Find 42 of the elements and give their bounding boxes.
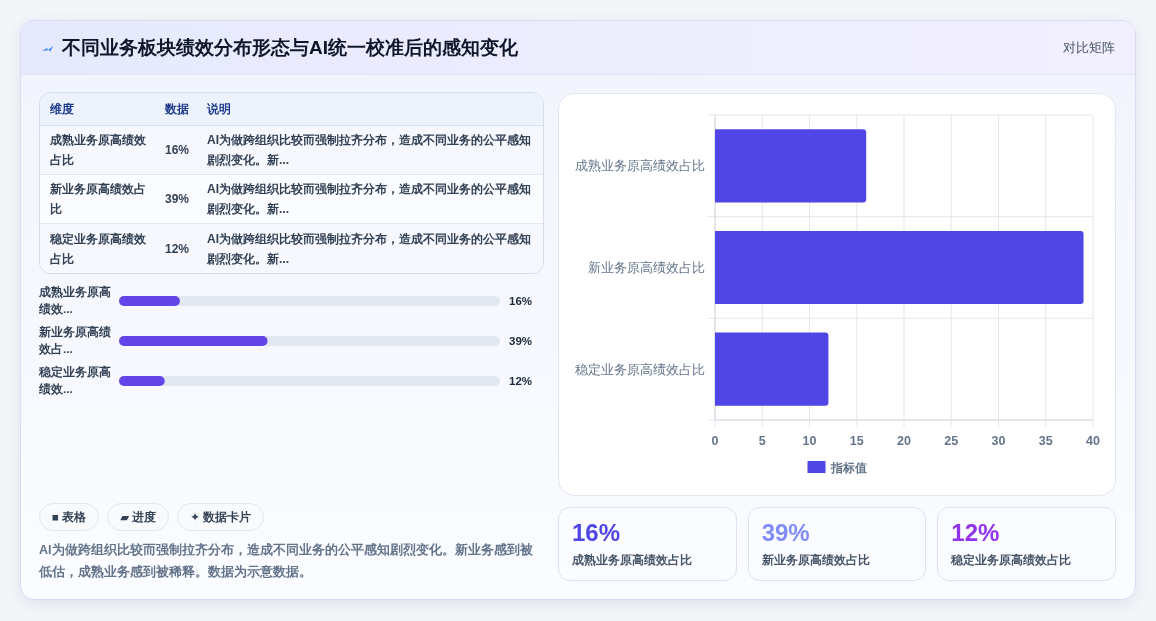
x-tick-label: 15 xyxy=(849,434,864,448)
text: 39% xyxy=(761,519,810,546)
text: 维度 xyxy=(50,101,74,118)
text: AI为做跨组织比较而强制拉齐分布，造成不同业务的公平感知剧烈变化。新业务感到被低估，成熟业务感到被稀释。数据为示意数据。 xyxy=(39,542,534,581)
x-tick-label: 5 xyxy=(758,434,766,448)
x-tick-label: 25 xyxy=(944,434,959,448)
y-tick-label: 新业务原高绩效占... xyxy=(39,324,112,357)
text: 16% xyxy=(165,143,190,157)
category-label: 说明 xyxy=(207,101,231,118)
x-tick-label: 20 xyxy=(897,434,911,448)
text: 16% xyxy=(572,519,621,546)
text: ✦ 数据卡片 xyxy=(177,503,265,531)
x-tick-label: 30 xyxy=(991,434,1006,448)
text: 12% xyxy=(165,241,190,256)
x-tick-label: 35 xyxy=(1038,434,1053,448)
text: 12% xyxy=(951,519,1000,546)
text: AI为做跨组织比较而强制拉齐分布，造成不同业务的公平感知剧烈变化。新... xyxy=(207,133,531,167)
x-tick-label: 10 xyxy=(802,434,817,448)
category-label: 稳定业务原高绩效占比 xyxy=(951,552,1072,569)
y-tick-label: 稳定业务原高绩效... xyxy=(39,364,112,397)
data-label: 39% xyxy=(509,335,533,347)
text: 39% xyxy=(165,192,190,206)
data-label: 16% xyxy=(509,295,533,307)
category-label: 数据 xyxy=(165,101,189,118)
text: ■ 表格 xyxy=(39,503,100,531)
bar xyxy=(715,129,867,203)
category-label: 新业务原高绩效占比 xyxy=(761,552,870,569)
y-tick-label: 成熟业务原高绩效... xyxy=(39,284,112,317)
x-tick-label: 40 xyxy=(1086,434,1100,448)
text: AI为做跨组织比较而强制拉齐分布，造成不同业务的公平感知剧烈变化。新... xyxy=(207,182,531,216)
text: AI为做跨组织比较而强制拉齐分布，造成不同业务的公平感知剧烈变化。新... xyxy=(207,231,531,266)
y-tick-label: 稳定业务原高绩效占比 xyxy=(575,361,705,377)
y-tick-label: 成熟业务原高绩效占比 xyxy=(575,158,705,174)
text: 不同业务板块绩效分布形态与AI统一校准后的感知变化 xyxy=(62,36,518,60)
text: 对比矩阵 xyxy=(1063,40,1115,57)
y-tick-label: 新业务原高绩效占比 xyxy=(588,260,705,275)
bar xyxy=(715,332,829,406)
data-label: 12% xyxy=(509,375,533,387)
bar xyxy=(715,230,1084,305)
x-tick-label: 0 xyxy=(711,434,719,448)
legend-label: 指标值 xyxy=(829,460,867,475)
text: ▰ 进度 xyxy=(107,503,170,531)
